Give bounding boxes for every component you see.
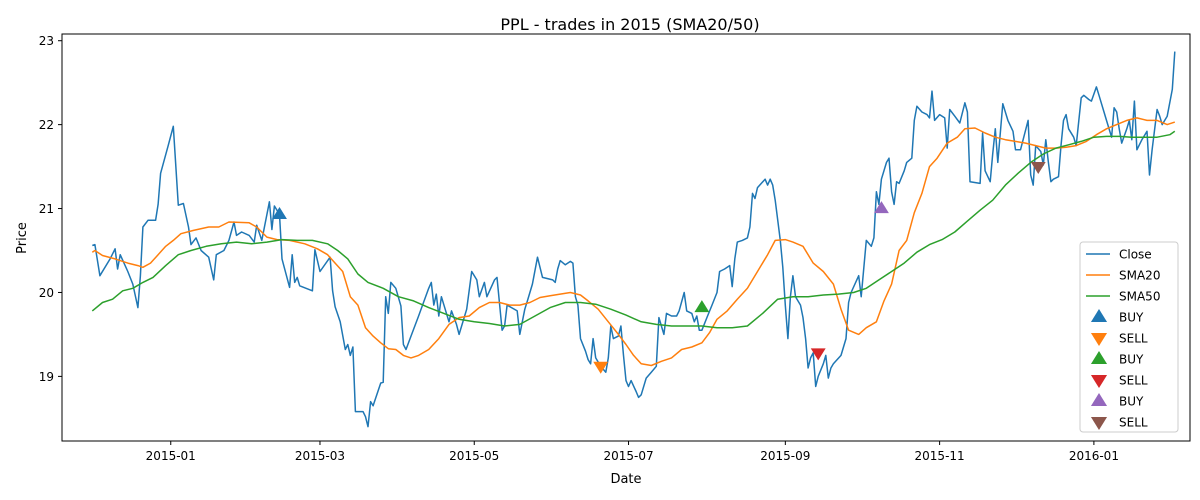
trade-markers bbox=[272, 162, 1046, 374]
x-tick-label: 2015-05 bbox=[449, 449, 499, 463]
y-tick-label: 23 bbox=[39, 34, 54, 48]
x-tick-label: 2015-01 bbox=[146, 449, 196, 463]
series-layer bbox=[91, 51, 1176, 428]
x-tick-label: 2015-11 bbox=[915, 449, 965, 463]
x-axis: 2015-01 2015-03 2015-05 2015-07 2015-09 2015-… bbox=[146, 441, 1119, 463]
legend-label: BUY bbox=[1119, 311, 1144, 325]
legend-label: SMA50 bbox=[1119, 290, 1160, 304]
trade-marker-buy-5 bbox=[874, 201, 889, 214]
legend-label: Close bbox=[1119, 248, 1152, 262]
trade-marker-sell-4 bbox=[810, 348, 826, 361]
y-axis-label: Price bbox=[15, 222, 30, 254]
trade-marker-buy-1 bbox=[272, 206, 287, 219]
y-tick-label: 21 bbox=[39, 202, 54, 216]
x-tick-label: 2015-09 bbox=[760, 449, 810, 463]
legend-label: BUY bbox=[1119, 395, 1144, 409]
y-tick-label: 20 bbox=[39, 286, 54, 300]
series-line-sma50 bbox=[91, 130, 1176, 329]
plot-area bbox=[61, 33, 1191, 442]
legend-swatch-sell-9 bbox=[1090, 417, 1108, 431]
legend-swatch-sell-5 bbox=[1090, 333, 1108, 347]
legend-swatch-buy-6 bbox=[1090, 350, 1108, 364]
x-tick-label: 2015-03 bbox=[295, 449, 345, 463]
chart-title: PPL - trades in 2015 (SMA20/50) bbox=[500, 15, 759, 34]
x-tick-label: 2016-01 bbox=[1069, 449, 1119, 463]
legend-box bbox=[1079, 241, 1179, 433]
plot-frame bbox=[61, 33, 1191, 442]
legend-label: BUY bbox=[1119, 353, 1144, 367]
legend-label: SELL bbox=[1119, 416, 1148, 430]
x-axis-label: Date bbox=[610, 472, 641, 487]
series-line-close bbox=[92, 51, 1176, 428]
legend-label: SELL bbox=[1119, 332, 1148, 346]
legend-swatch-buy-8 bbox=[1090, 392, 1108, 406]
y-tick-label: 22 bbox=[39, 118, 54, 132]
trade-marker-sell-6 bbox=[1030, 162, 1046, 175]
trade-marker-buy-3 bbox=[694, 300, 710, 313]
legend-swatch-buy-4 bbox=[1090, 308, 1108, 322]
trade-marker-sell-2 bbox=[593, 361, 609, 374]
legend-swatch-sell-7 bbox=[1090, 375, 1108, 389]
legend-label: SMA20 bbox=[1119, 269, 1160, 283]
x-tick-label: 2015-07 bbox=[603, 449, 653, 463]
legend: Close SMA20 SMA50 BUY SELL BUY SELL BUY SELL bbox=[1079, 241, 1179, 433]
y-axis: 19 20 21 22 23 bbox=[39, 34, 62, 384]
y-tick-label: 19 bbox=[39, 370, 54, 384]
legend-label: SELL bbox=[1119, 374, 1148, 388]
